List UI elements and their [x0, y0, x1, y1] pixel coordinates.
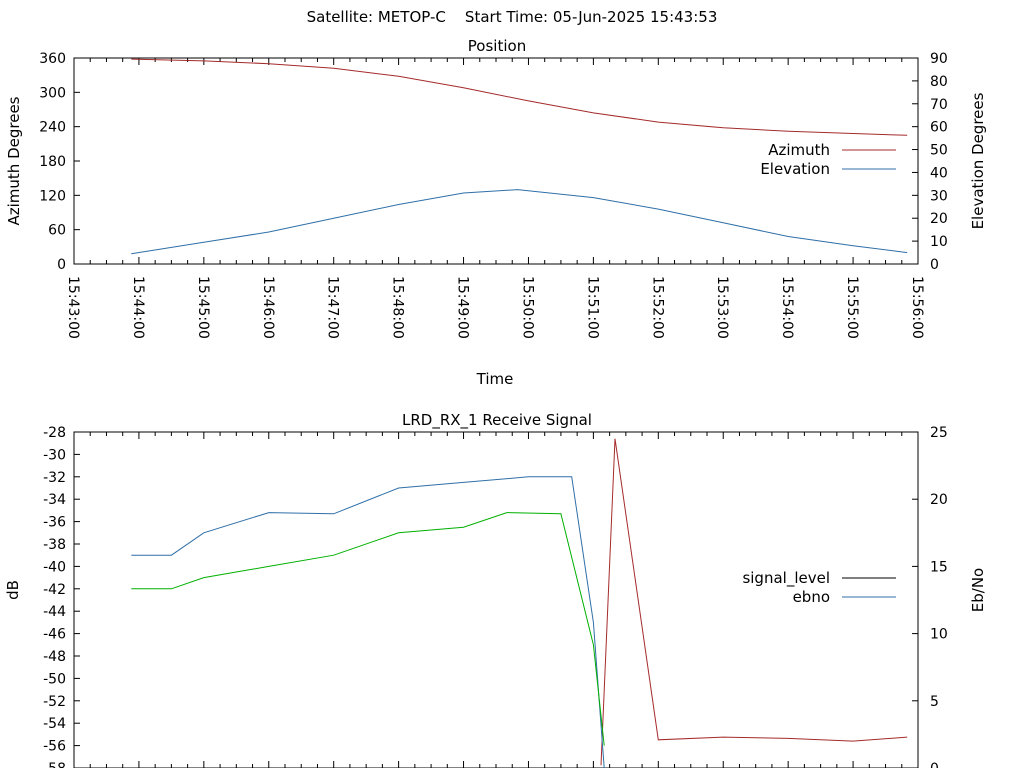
y2-tick-label: 70 — [930, 97, 948, 113]
x-tick-label: 15:52:00 — [649, 276, 665, 339]
x-tick-label: 15:47:00 — [325, 276, 341, 339]
legend-label: signal_level — [742, 569, 830, 588]
y-tick-label: -32 — [43, 470, 66, 486]
y-tick-label: -42 — [43, 582, 66, 598]
y-tick-label: -50 — [43, 671, 66, 687]
position-y2-axis-label: Elevation Degrees — [969, 92, 987, 229]
y2-tick-label: 25 — [930, 425, 948, 441]
y-tick-label: -44 — [43, 604, 66, 620]
series-line-green — [131, 512, 605, 746]
legend-label: Azimuth — [768, 141, 830, 159]
y-tick-label: 60 — [48, 223, 66, 239]
receive-signal-y-axis-label: dB — [4, 580, 22, 600]
y-tick-label: 180 — [39, 154, 66, 170]
y-tick-label: -38 — [43, 537, 66, 553]
x-tick-label: 15:43:00 — [65, 276, 81, 339]
y2-tick-label: 60 — [930, 120, 948, 136]
y2-tick-label: 15 — [930, 559, 948, 575]
y-tick-label: -34 — [43, 492, 66, 508]
x-tick-label: 15:46:00 — [260, 276, 276, 339]
position-x-axis-label: Time — [476, 370, 514, 388]
page-title: Satellite: METOP-C Start Time: 05-Jun-20… — [307, 8, 718, 26]
y-tick-label: -52 — [43, 694, 66, 710]
y2-tick-label: 40 — [930, 165, 948, 181]
x-tick-label: 15:49:00 — [455, 276, 471, 339]
y2-tick-label: 30 — [930, 188, 948, 204]
receive-signal-plot-frame — [73, 431, 919, 768]
x-tick-label: 15:45:00 — [195, 276, 211, 339]
y2-tick-label: 0 — [930, 761, 939, 768]
series-line-signal-level — [600, 438, 908, 766]
y-tick-label: -48 — [43, 649, 66, 665]
y-tick-label: -30 — [43, 447, 66, 463]
y-tick-label: -56 — [43, 739, 66, 755]
y2-tick-label: 80 — [930, 74, 948, 90]
x-tick-label: 15:51:00 — [584, 276, 600, 339]
y2-tick-label: 0 — [930, 257, 939, 273]
position-chart-title: Position — [468, 37, 526, 55]
y-tick-label: -40 — [43, 559, 66, 575]
receive-signal-chart: LRD_RX_1 Receive Signal -58 -56 -54 -52 -50 -… — [4, 411, 987, 768]
x-tick-label: 15:53:00 — [714, 276, 730, 339]
series-line-azimuth — [131, 58, 908, 136]
y2-tick-label: 5 — [930, 694, 939, 710]
y-tick-label: 300 — [39, 85, 66, 101]
x-tick-label: 15:55:00 — [844, 276, 860, 339]
y-tick-label: 0 — [57, 257, 66, 273]
y-tick-label: -36 — [43, 515, 66, 531]
position-y-axis-label: Azimuth Degrees — [5, 96, 23, 225]
x-tick-label: 15:54:00 — [779, 276, 795, 339]
receive-signal-y2-axis-label: Eb/No — [969, 568, 987, 612]
y-tick-label: -46 — [43, 627, 66, 643]
x-tick-label: 15:50:00 — [519, 276, 535, 339]
x-tick-label: 15:44:00 — [130, 276, 146, 339]
y-tick-label: 120 — [39, 188, 66, 204]
y2-tick-label: 10 — [930, 627, 948, 643]
y-tick-label: -54 — [43, 716, 66, 732]
series-line-elevation — [131, 189, 908, 255]
series-line-ebno — [131, 476, 605, 768]
y-tick-label: 360 — [39, 51, 66, 67]
position-chart: Position 0 60 120 180 240 300 360 0 10 20 30 40 50 60… — [5, 37, 987, 388]
receive-signal-chart-title: LRD_RX_1 Receive Signal — [402, 411, 592, 430]
x-tick-label: 15:56:00 — [909, 276, 925, 339]
legend-label: Elevation — [760, 160, 830, 178]
y-tick-label: -28 — [43, 425, 66, 441]
y-tick-label: 240 — [39, 120, 66, 136]
y-tick-label: -58 — [43, 761, 66, 768]
y2-tick-label: 20 — [930, 492, 948, 508]
legend-label: ebno — [793, 588, 830, 606]
y2-tick-label: 90 — [930, 51, 948, 67]
y2-tick-label: 50 — [930, 143, 948, 159]
x-tick-label: 15:48:00 — [390, 276, 406, 339]
y2-tick-label: 10 — [930, 234, 948, 250]
y2-tick-label: 20 — [930, 211, 948, 227]
